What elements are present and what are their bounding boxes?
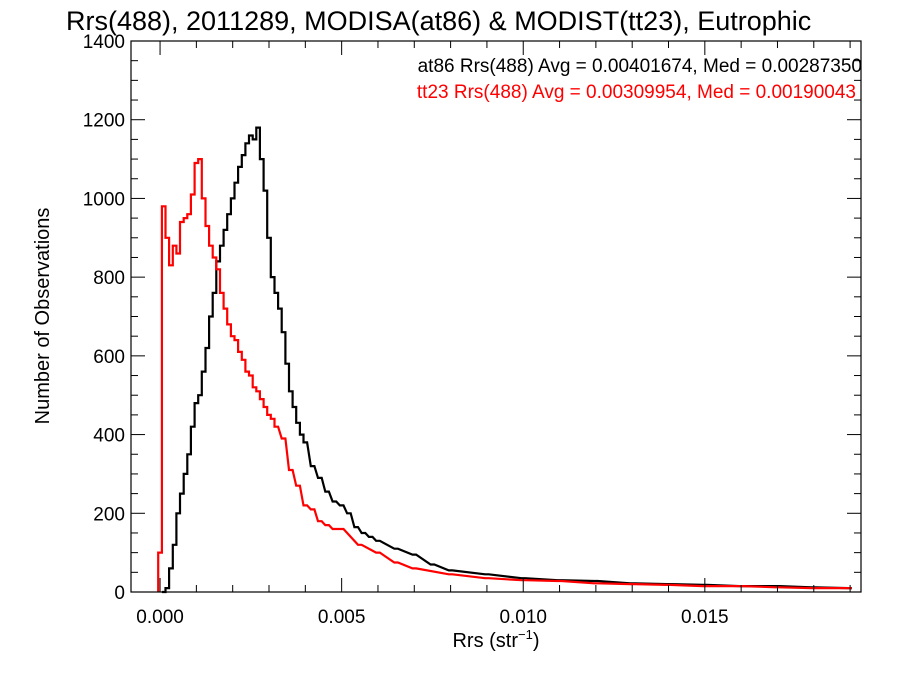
series-line-1 (157, 158, 852, 592)
y-tick-label: 800 (93, 268, 125, 289)
x-axis-label-end: ) (533, 630, 540, 652)
series-layer (157, 126, 852, 594)
y-tick-label: 1200 (83, 111, 125, 132)
chart-title: Rrs(488), 2011289, MODISA(at86) & MODIST… (66, 6, 811, 36)
y-axis-label: Number of Observations (32, 208, 54, 425)
y-tick-label: 400 (93, 426, 125, 447)
y-tick-label: 600 (93, 347, 125, 368)
x-axis-label: Rrs (str−1) (452, 627, 539, 652)
x-tick-label: 0.000 (136, 607, 184, 628)
series-line-0 (161, 126, 852, 594)
y-tick-label: 1400 (83, 32, 125, 53)
plot-frame (130, 40, 862, 593)
y-tick-label: 0 (114, 583, 125, 604)
legend-entry-tt23: tt23 Rrs(488) Avg = 0.00309954, Med = 0.… (417, 82, 856, 103)
y-tick-label: 1000 (83, 189, 125, 210)
legend-entry-at86: at86 Rrs(488) Avg = 0.00401674, Med = 0.… (418, 56, 862, 77)
y-tick-label: 200 (93, 504, 125, 525)
x-tick-label: 0.005 (318, 607, 366, 628)
axes-layer (130, 40, 862, 593)
ticks-layer: 0 200 400 600 800 1000 1200 1400 0.000 0.005 0.010… (83, 32, 861, 628)
x-tick-label: 0.015 (681, 607, 729, 628)
x-axis-label-sup: −1 (518, 627, 533, 642)
x-axis-label-main: Rrs (str (452, 630, 518, 652)
x-tick-label: 0.010 (499, 607, 547, 628)
